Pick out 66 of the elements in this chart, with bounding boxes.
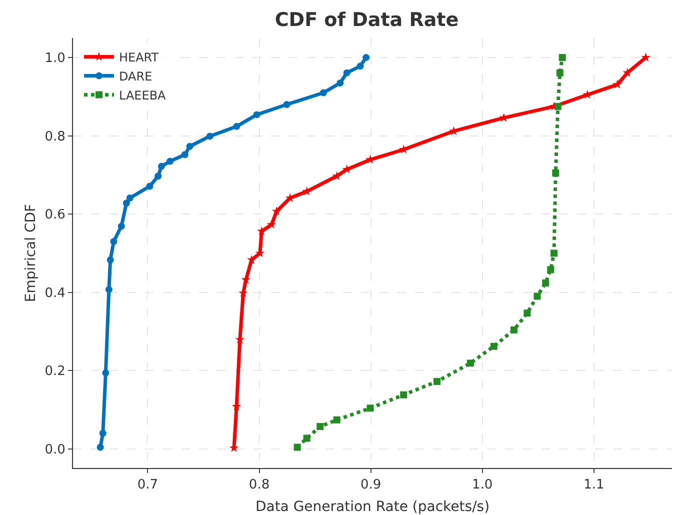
- y-tick-label: 1.0: [44, 51, 66, 66]
- point: [96, 444, 104, 451]
- point: [206, 132, 214, 140]
- point: [253, 111, 260, 118]
- point: [158, 162, 165, 170]
- x-tick-label: 0.7: [137, 478, 158, 493]
- point: [466, 360, 474, 367]
- point: [343, 69, 350, 76]
- x-axis-title: Data Generation Rate (packets/s): [255, 499, 490, 515]
- point: [558, 54, 566, 62]
- x-tick-label: 1.1: [584, 478, 604, 493]
- point: [362, 54, 370, 62]
- point: [333, 416, 340, 424]
- point: [542, 279, 550, 286]
- point: [283, 101, 290, 108]
- point: [126, 194, 134, 202]
- point: [554, 102, 562, 110]
- point: [524, 310, 531, 317]
- point: [320, 89, 327, 96]
- point: [641, 52, 650, 62]
- y-axis-title: Empirical CDF: [23, 204, 39, 302]
- point: [266, 220, 276, 229]
- x-tick-label: 0.9: [360, 478, 382, 493]
- legend-label: HEART: [118, 50, 160, 64]
- y-tick-label: 0.2: [44, 364, 66, 380]
- legend-label: DARE: [118, 69, 152, 84]
- x-tick-label: 1.0: [472, 478, 493, 493]
- x-tick-label: 0.8: [248, 478, 270, 493]
- point: [106, 256, 114, 264]
- point: [366, 404, 374, 412]
- point: [550, 250, 558, 257]
- y-tick-label: 0.0: [44, 442, 66, 458]
- point: [233, 122, 240, 130]
- point: [612, 80, 622, 89]
- point: [552, 169, 560, 176]
- point: [294, 444, 301, 451]
- point: [622, 68, 632, 77]
- point: [400, 391, 408, 398]
- point: [122, 200, 130, 207]
- chart-title: CDF of Data Rate: [274, 9, 459, 32]
- point: [433, 378, 440, 386]
- point: [105, 286, 112, 294]
- y-tick-label: 0.8: [44, 129, 66, 144]
- y-tick-label: 0.4: [44, 286, 66, 301]
- legend-label: LAEEBA: [118, 88, 167, 102]
- point: [316, 423, 324, 430]
- point: [246, 254, 256, 264]
- y-tick-label: 0.6: [44, 208, 66, 223]
- point: [272, 206, 282, 216]
- point: [102, 369, 110, 376]
- point: [510, 326, 518, 334]
- point: [534, 292, 541, 300]
- point: [356, 62, 364, 70]
- point: [146, 182, 154, 190]
- point: [186, 142, 194, 150]
- point: [181, 151, 188, 158]
- point: [118, 222, 125, 230]
- point: [490, 342, 498, 350]
- point: [556, 69, 564, 76]
- point: [547, 266, 554, 274]
- point: [166, 158, 174, 165]
- point: [154, 172, 162, 180]
- point: [110, 238, 118, 245]
- point: [303, 434, 310, 442]
- point: [99, 430, 106, 437]
- point: [336, 80, 344, 86]
